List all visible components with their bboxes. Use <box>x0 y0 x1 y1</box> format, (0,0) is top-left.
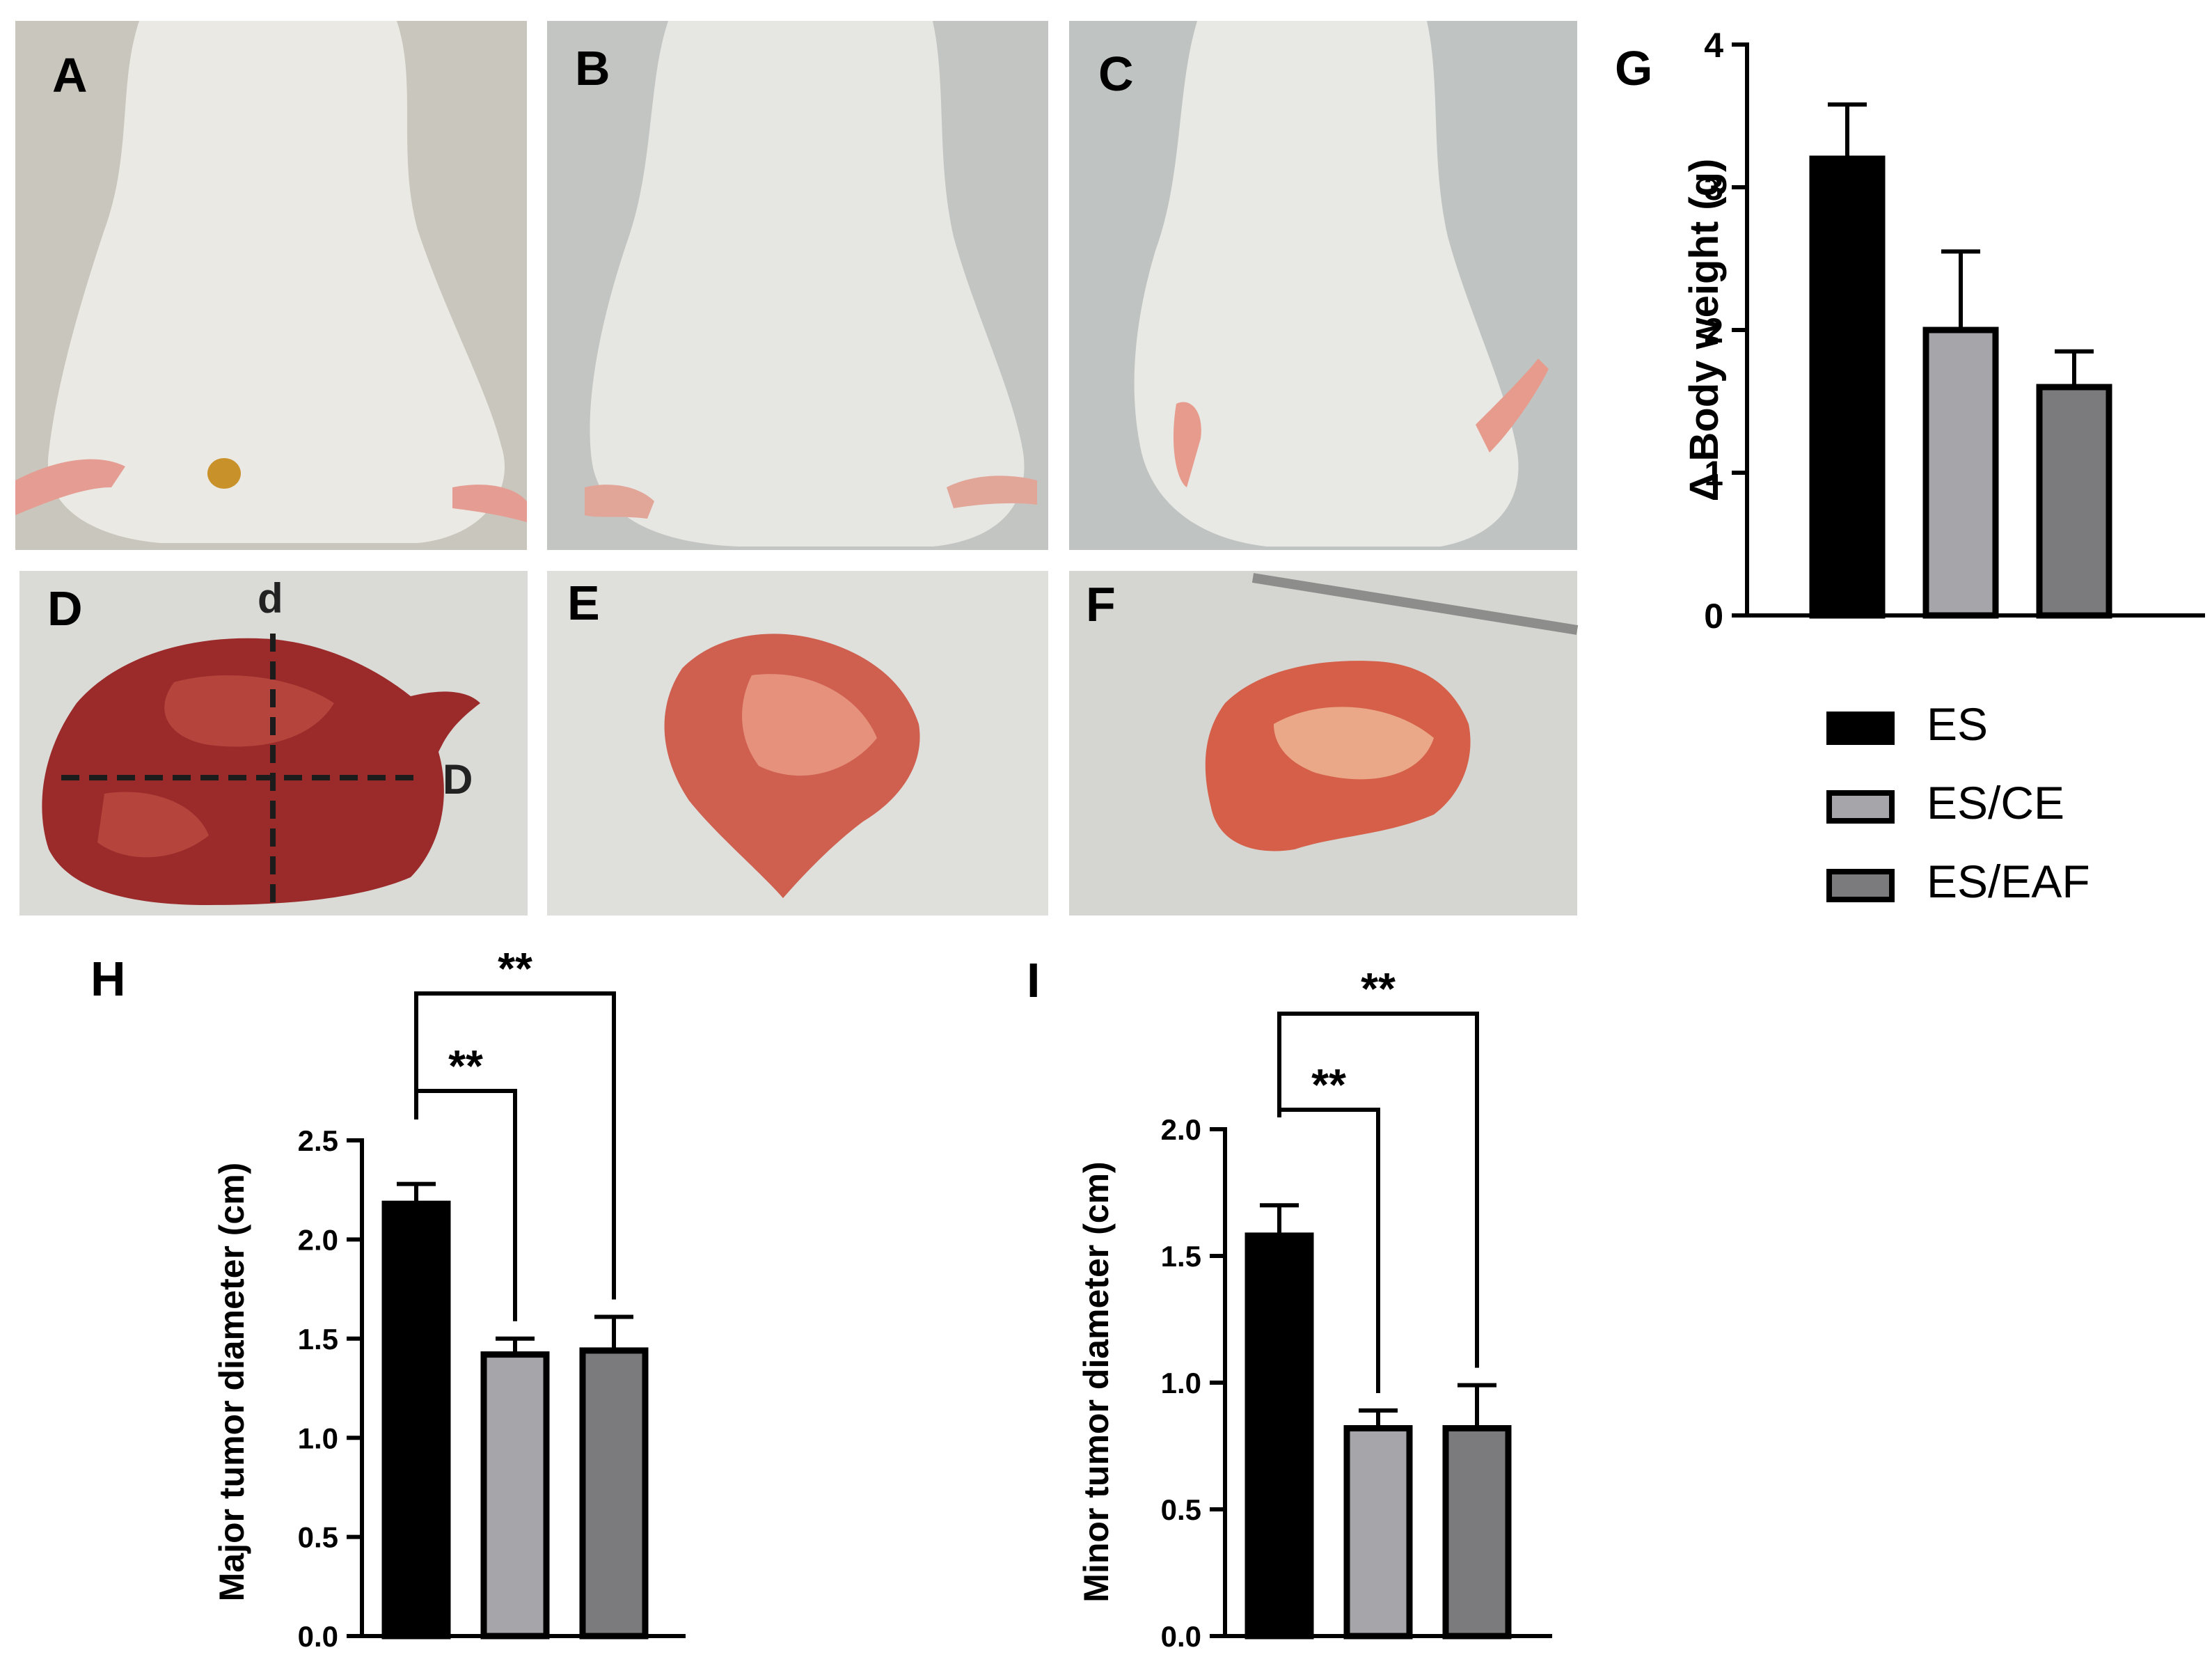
legend: ES ES/CE ES/EAF <box>1826 698 2090 907</box>
y-tick-label: 3 <box>1704 168 1723 207</box>
y-tick-label: 2.0 <box>1161 1113 1201 1146</box>
significance-label: ** <box>448 1041 483 1091</box>
photo-panel-label: D <box>47 581 83 636</box>
y-tick-label: 0 <box>1704 597 1723 636</box>
photo-panel-label: C <box>1098 47 1134 101</box>
chart-h-major-diameter: 0.0 0.5 1.0 1.5 2.0 2.5 Major tumor diameter (… <box>212 943 686 1653</box>
legend-label-es-ce: ES/CE <box>1927 777 2064 828</box>
bar <box>1442 1425 1512 1640</box>
chart-panel-label: G <box>1615 41 1652 95</box>
legend-swatch-es-eaf <box>1826 869 1895 902</box>
chart-panel-label: H <box>90 952 126 1006</box>
y-tick-label: 0.5 <box>298 1521 338 1554</box>
legend-swatch-es <box>1826 712 1895 745</box>
y-axis-label: Δ Body weight (g) <box>1682 159 1727 502</box>
y-tick-label: 4 <box>1704 26 1723 65</box>
photo-panel-label: B <box>575 41 610 95</box>
legend-label-es: ES <box>1927 698 1988 750</box>
chart-g-body-weight: 0 1 2 3 4 Δ Body weight (g) <box>1682 26 2205 636</box>
legend-swatch-es-ce <box>1826 790 1895 824</box>
background-streak <box>1251 573 1579 635</box>
legend-label-es-eaf: ES/EAF <box>1927 856 2090 907</box>
significance-bracket <box>1277 1012 1479 1368</box>
bar <box>480 1351 550 1640</box>
bar <box>1922 327 1999 619</box>
y-tick-label: 1.0 <box>298 1422 338 1454</box>
y-tick-label: 2.5 <box>298 1124 338 1157</box>
y-tick-label: 0.5 <box>1161 1493 1201 1526</box>
chart-i-minor-diameter: 0.0 0.5 1.0 1.5 2.0 Minor tumor diameter (cm)… <box>1077 964 1552 1653</box>
y-tick-label: 1.5 <box>298 1323 338 1355</box>
photo-panel-e: E <box>547 571 1048 915</box>
y-axis-label: Minor tumor diameter (cm) <box>1077 1161 1116 1602</box>
photo-panel-d: d D D <box>19 571 528 915</box>
photo-panel-b: B <box>547 21 1048 550</box>
y-tick-label: 1.5 <box>1161 1240 1201 1273</box>
legend-item: ES/EAF <box>1826 856 2090 907</box>
bar <box>1245 1232 1314 1640</box>
major-diameter-label: D <box>443 756 473 803</box>
chart-panel-label: I <box>1027 953 1040 1007</box>
bar <box>381 1200 451 1640</box>
bar <box>1343 1425 1413 1640</box>
bar <box>1809 155 1886 619</box>
y-axis-label: Major tumor diameter (cm) <box>212 1163 251 1602</box>
photo-panel-f: F <box>1069 571 1579 915</box>
significance-label: ** <box>1311 1060 1346 1110</box>
legend-item: ES/CE <box>1826 777 2064 828</box>
bar <box>579 1347 649 1640</box>
significance-bracket <box>414 991 616 1300</box>
y-tick-label: 2 <box>1704 311 1723 350</box>
y-tick-label: 0.0 <box>298 1620 338 1653</box>
minor-diameter-label: d <box>258 575 283 622</box>
photo-panel-label: F <box>1086 577 1116 631</box>
photo-panel-a: A <box>15 21 527 550</box>
y-tick-label: 1.0 <box>1161 1367 1201 1399</box>
significance-label: ** <box>1361 964 1396 1014</box>
bar <box>2036 384 2112 619</box>
photo-panel-label: A <box>52 48 88 102</box>
photo-panel-c: C <box>1069 21 1577 550</box>
photo-panel-label: E <box>567 576 600 630</box>
y-tick-label: 0.0 <box>1161 1620 1201 1653</box>
legend-item: ES <box>1826 698 1988 750</box>
y-tick-label: 2.0 <box>298 1224 338 1257</box>
y-tick-label: 1 <box>1704 454 1723 493</box>
significance-label: ** <box>498 943 532 993</box>
